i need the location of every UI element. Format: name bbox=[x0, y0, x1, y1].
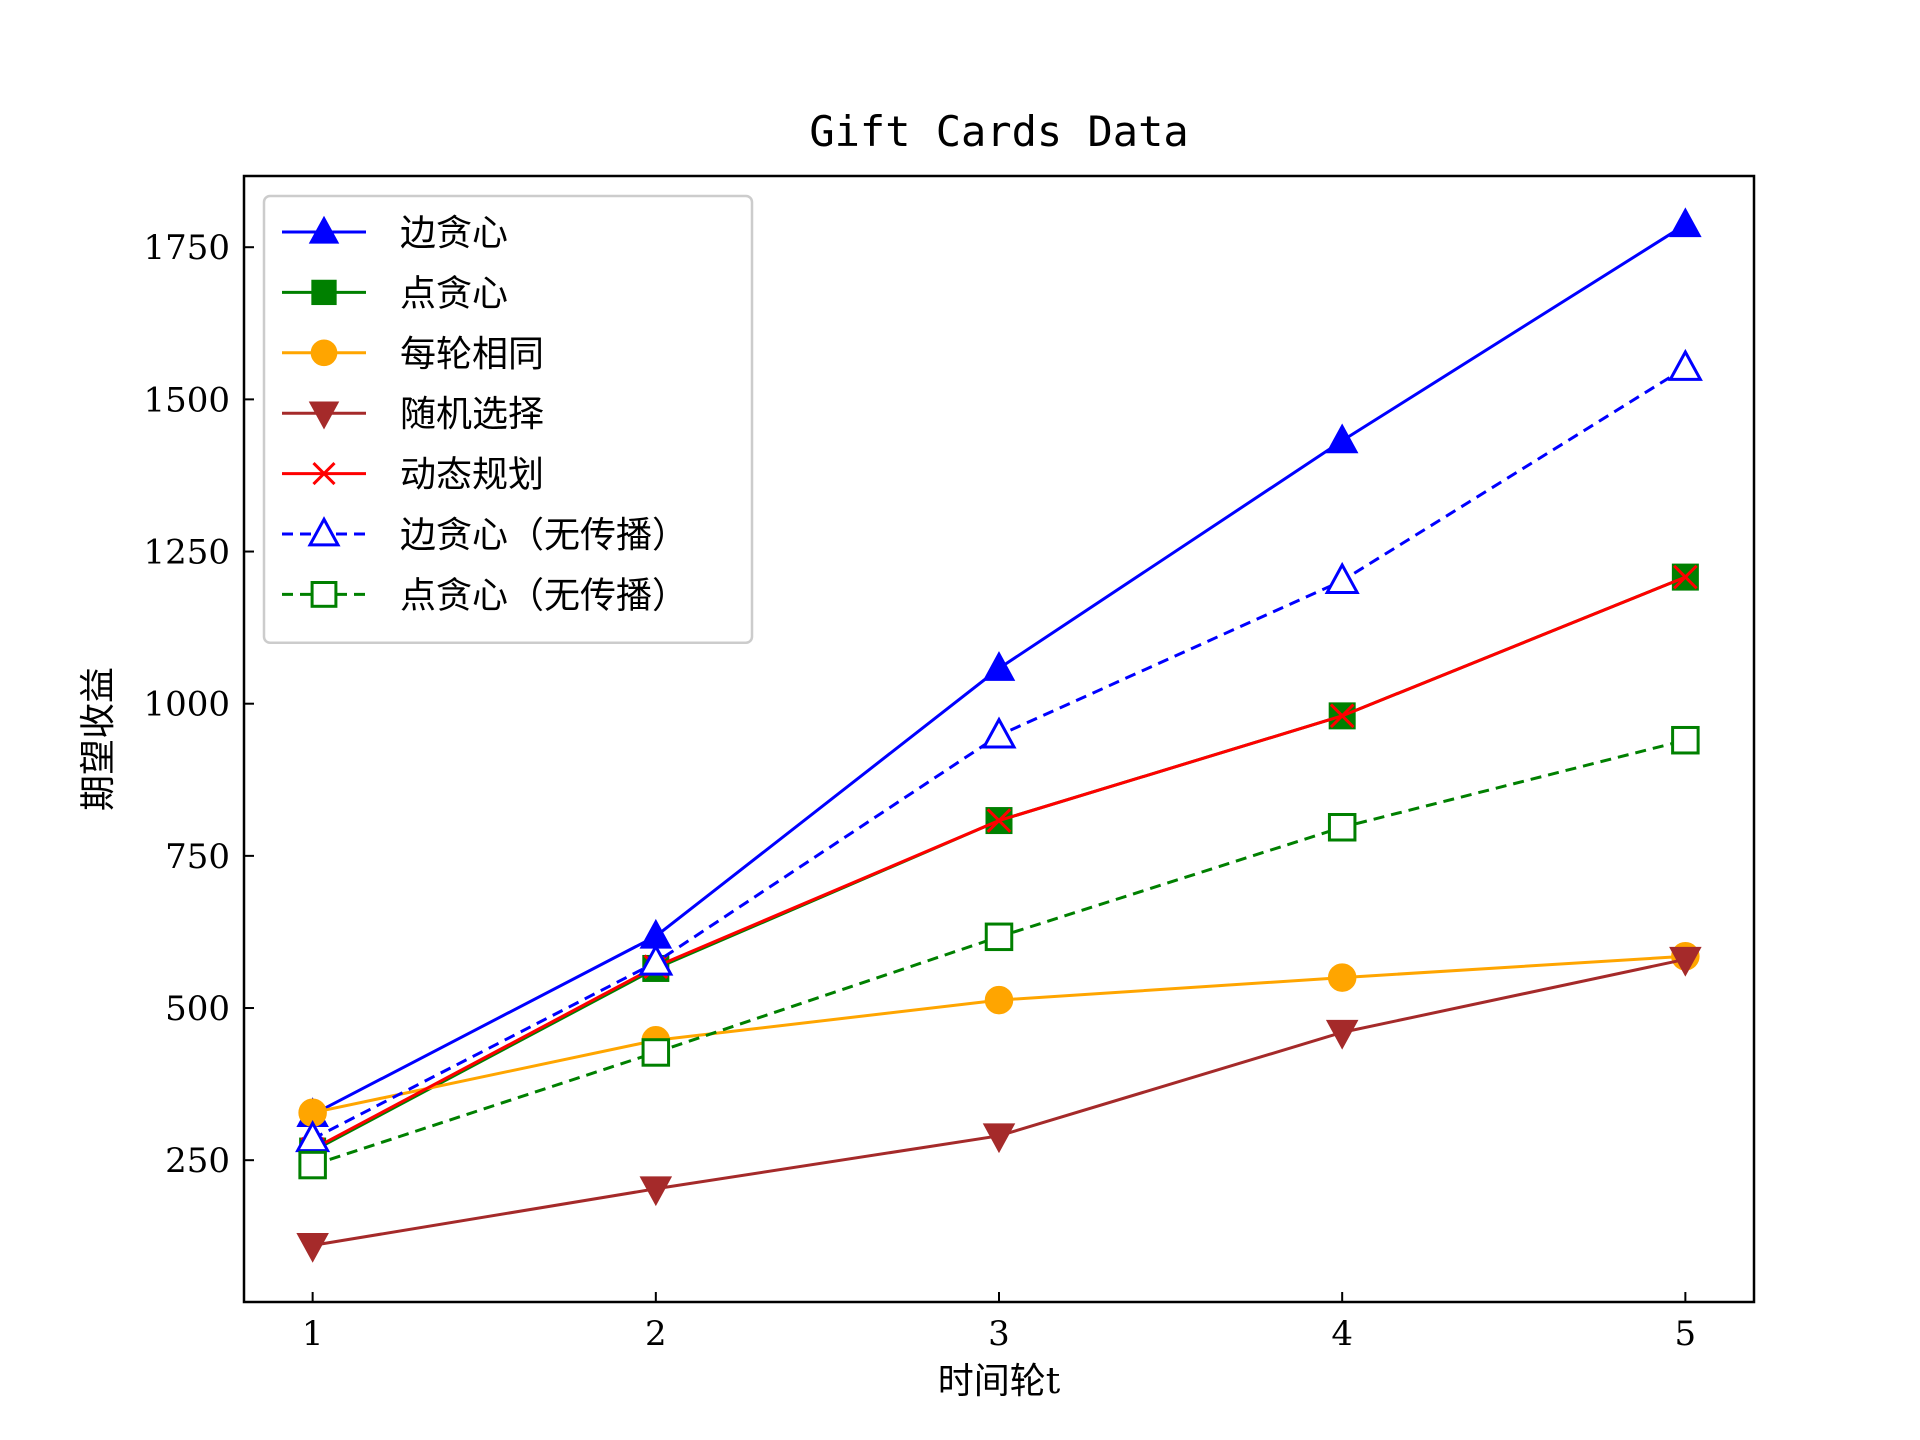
legend-entry-3: 每轮相同 bbox=[282, 334, 544, 375]
data-point bbox=[1325, 1019, 1359, 1050]
legend-marker bbox=[308, 215, 340, 244]
data-point bbox=[295, 1120, 331, 1153]
series-7 bbox=[298, 725, 1700, 1180]
data-point bbox=[1669, 946, 1702, 977]
data-point bbox=[1327, 813, 1357, 842]
data-point bbox=[1669, 207, 1702, 238]
axis-ticks: 1 2 3 4 5 250 500 750 1000 1250 1500 1750 bbox=[143, 228, 1696, 1354]
series-6 bbox=[295, 348, 1703, 1153]
y-tick-label: 1250 bbox=[143, 533, 230, 573]
x-axis-label: 时间轮t bbox=[938, 1361, 1061, 1402]
chart-title: Gift Cards Data bbox=[809, 107, 1188, 156]
legend-label: 点贪心 bbox=[400, 273, 508, 314]
legend-entry-1: 边贪心 bbox=[282, 213, 508, 254]
data-point bbox=[1329, 703, 1355, 729]
data-point bbox=[298, 1150, 327, 1180]
legend-marker bbox=[307, 516, 341, 547]
y-tick-label: 1750 bbox=[143, 228, 230, 268]
x-tick-label: 5 bbox=[1675, 1314, 1697, 1354]
series-4 bbox=[296, 946, 1702, 1263]
legend-label: 动态规划 bbox=[400, 455, 544, 496]
y-tick-label: 1000 bbox=[143, 685, 230, 725]
data-point bbox=[639, 1176, 673, 1207]
legend-marker bbox=[311, 279, 337, 306]
x-tick-label: 1 bbox=[302, 1314, 324, 1354]
data-point bbox=[638, 943, 674, 976]
plot-area bbox=[295, 207, 1703, 1263]
data-point bbox=[1325, 423, 1359, 454]
y-tick-label: 250 bbox=[165, 1141, 230, 1181]
data-point bbox=[986, 808, 1012, 833]
y-tick-label: 500 bbox=[165, 989, 230, 1029]
data-point bbox=[1673, 564, 1698, 590]
plot-frame bbox=[242, 174, 1756, 1304]
y-axis-label: 期望收益 bbox=[78, 667, 119, 811]
x-tick-label: 4 bbox=[1331, 1314, 1353, 1354]
legend-marker bbox=[308, 401, 340, 430]
legend-marker bbox=[310, 581, 338, 608]
legend-label: 边贪心 bbox=[400, 213, 508, 254]
legend-marker bbox=[312, 462, 336, 486]
x-tick-label: 2 bbox=[645, 1314, 667, 1354]
legend-entry-6: 边贪心（无传播） bbox=[282, 515, 688, 556]
legend-label: 每轮相同 bbox=[400, 334, 544, 375]
legend-label: 点贪心（无传播） bbox=[400, 575, 688, 616]
data-point bbox=[641, 1038, 671, 1067]
legend-label: 随机选择 bbox=[400, 394, 544, 435]
legend-label: 边贪心（无传播） bbox=[400, 515, 688, 556]
y-tick-label: 1500 bbox=[143, 380, 230, 420]
data-point bbox=[982, 651, 1016, 681]
y-tick-label: 750 bbox=[165, 837, 230, 877]
data-point bbox=[1667, 348, 1703, 381]
legend-entry-7: 点贪心（无传播） bbox=[282, 575, 688, 616]
legend-box bbox=[262, 194, 754, 645]
data-point bbox=[1327, 963, 1357, 992]
data-point bbox=[984, 985, 1014, 1015]
data-point bbox=[982, 1123, 1016, 1154]
legend-entry-5: 动态规划 bbox=[282, 455, 544, 496]
x-tick-label: 3 bbox=[988, 1314, 1010, 1354]
data-point bbox=[984, 922, 1014, 952]
legend-marker bbox=[310, 339, 338, 367]
legend-entry-4: 随机选择 bbox=[282, 394, 544, 435]
data-point bbox=[296, 1232, 329, 1263]
data-point bbox=[1324, 561, 1360, 594]
legend-entry-2: 点贪心 bbox=[282, 273, 508, 314]
data-point bbox=[981, 716, 1017, 749]
data-point bbox=[1671, 725, 1700, 755]
